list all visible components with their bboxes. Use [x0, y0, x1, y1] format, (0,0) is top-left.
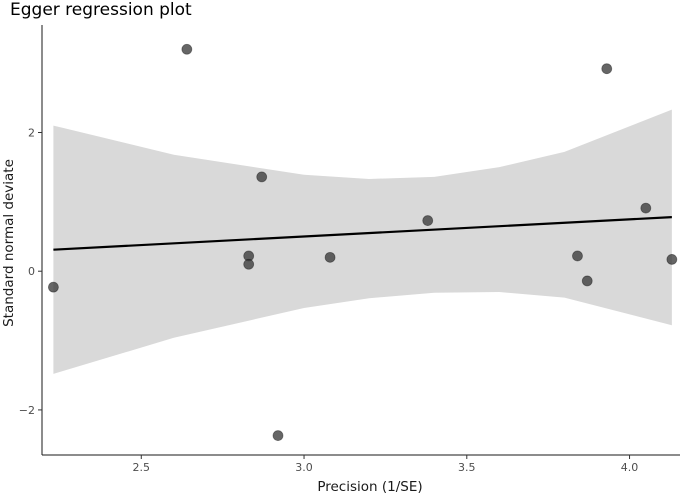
data-point: [422, 215, 434, 226]
y-ticks: −2 0 2: [19, 127, 42, 417]
regression-line-layer: [53, 216, 672, 251]
data-point: [640, 202, 652, 214]
x-tick-label: 3.0: [295, 461, 313, 474]
data-point: [181, 43, 193, 55]
data-point: [581, 275, 593, 287]
x-ticks: 2.5 3.0 3.5 4.0: [133, 455, 639, 474]
y-tick-label: 2: [28, 127, 35, 140]
data-point: [47, 281, 59, 293]
x-tick-label: 3.5: [458, 461, 476, 474]
y-tick-label: −2: [19, 404, 35, 417]
x-tick-label: 2.5: [133, 461, 151, 474]
x-tick-label: 4.0: [621, 461, 639, 474]
data-point: [601, 63, 613, 75]
confidence-band-layer: [53, 109, 672, 374]
data-point: [243, 258, 255, 270]
regression-line: [53, 216, 672, 251]
data-point: [256, 171, 268, 183]
y-tick-label: 0: [28, 265, 35, 278]
confidence-band: [53, 109, 672, 374]
y-axis-title: Standard normal deviate: [1, 159, 17, 327]
data-point: [324, 251, 336, 263]
chart-title: Egger regression plot: [10, 0, 192, 20]
data-point: [272, 430, 284, 441]
x-axis-title: Precision (1/SE): [317, 479, 422, 495]
data-points-layer: [47, 43, 678, 441]
data-point: [572, 250, 583, 262]
data-point: [666, 254, 678, 265]
